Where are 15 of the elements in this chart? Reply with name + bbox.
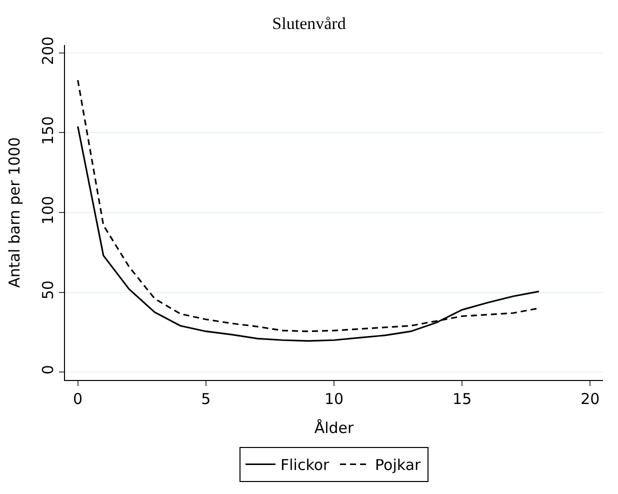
y-tick-label: 200 (39, 36, 57, 66)
x-tick-label: 10 (324, 390, 344, 408)
y-tick-label: 50 (39, 280, 57, 300)
x-tick-label: 20 (580, 390, 600, 408)
chart-title: Slutenvård (272, 14, 346, 34)
legend-label: Pojkar (375, 456, 422, 474)
x-axis-title: Ålder (314, 419, 354, 437)
y-tick-label: 100 (39, 196, 57, 225)
y-tick-label: 0 (39, 364, 57, 375)
x-tick-label: 5 (201, 390, 211, 408)
y-tick-label: 150 (39, 116, 57, 145)
x-tick-label: 0 (73, 390, 83, 408)
y-axis-title: Antal barn per 1000 (5, 137, 24, 288)
legend-label: Flickor (280, 456, 330, 474)
x-tick-label: 15 (452, 390, 472, 408)
